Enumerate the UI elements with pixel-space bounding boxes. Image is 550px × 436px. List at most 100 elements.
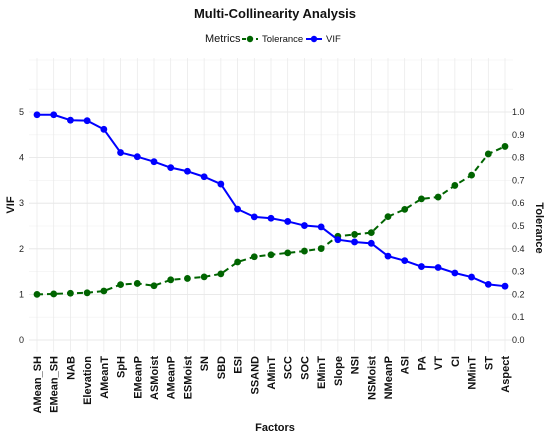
x-tick-label: Aspect [500, 356, 512, 393]
x-tick-label: ASI [400, 356, 412, 374]
x-tick-label: ESMoist [182, 356, 194, 400]
x-tick-label: SCC [283, 356, 295, 379]
point-vif [301, 222, 308, 229]
x-tick-label: AMean_SH [32, 356, 44, 414]
point-tolerance [384, 213, 392, 221]
point-tolerance [50, 290, 58, 298]
point-vif [367, 239, 375, 247]
legend-title: Metrics [205, 33, 241, 45]
point-tolerance [267, 251, 275, 259]
x-tick-label: AMeanP [166, 356, 178, 399]
point-tolerance [250, 253, 258, 261]
point-tolerance [468, 171, 475, 179]
x-tick-label: NMinT [467, 356, 479, 390]
point-vif [334, 236, 342, 244]
series-tolerance [33, 143, 509, 298]
x-tick-label: SpH [116, 356, 128, 378]
point-tolerance [33, 291, 41, 298]
point-tolerance [200, 273, 208, 281]
point-vif [351, 238, 358, 246]
right-tick-label: 0.4 [512, 244, 525, 254]
legend: Metrics Tolerance VIF [205, 33, 341, 45]
point-vif [200, 173, 208, 181]
x-tick-label: ASMoist [149, 356, 161, 400]
x-tick-label: SBD [216, 356, 228, 379]
point-vif [167, 164, 175, 172]
series-vif [33, 111, 509, 290]
x-tick-label: AMeanT [99, 356, 111, 399]
left-tick-label: 5 [19, 107, 24, 117]
y-axis-right-title: Tolerance [533, 202, 545, 253]
chart-title: Multi-Collinearity Analysis [194, 6, 356, 21]
point-vif [250, 213, 258, 221]
x-tick-label: Elevation [82, 356, 94, 405]
legend-label-tolerance: Tolerance [262, 34, 303, 45]
x-tick-label: SSAND [249, 356, 261, 395]
point-vif [100, 125, 108, 133]
right-tick-label: 0.7 [512, 175, 525, 185]
x-tick-label: VT [433, 356, 445, 370]
point-vif [184, 167, 191, 175]
x-tick-label: PA [416, 356, 428, 371]
point-vif [50, 111, 58, 119]
point-tolerance [100, 287, 108, 295]
point-tolerance [167, 276, 175, 284]
point-vif [150, 158, 158, 166]
grid [29, 58, 513, 352]
x-tick-label: NAB [65, 356, 77, 380]
x-tick-label: NSI [350, 356, 362, 374]
point-vif [117, 149, 124, 156]
left-tick-label: 2 [19, 244, 24, 254]
point-tolerance [317, 245, 325, 252]
right-tick-label: 0.0 [512, 335, 525, 345]
legend-label-vif: VIF [326, 34, 341, 45]
point-tolerance [451, 182, 459, 189]
point-tolerance [301, 247, 308, 255]
left-tick-label: 0 [19, 335, 24, 345]
point-tolerance [484, 150, 492, 158]
x-tick-label: NSMoist [366, 356, 378, 400]
point-tolerance [133, 280, 141, 287]
point-vif [83, 117, 91, 125]
right-tick-label: 0.2 [512, 289, 525, 299]
x-tick-label: EMinT [316, 356, 328, 389]
point-vif [317, 223, 325, 231]
point-tolerance [217, 270, 225, 278]
x-axis-title: Factors [255, 422, 295, 434]
x-tick-label: SOC [299, 356, 311, 380]
right-axis-ticks: 0.0 0.1 0.2 0.3 0.4 0.5 0.6 0.7 0.8 0.9 1.0 [512, 107, 525, 345]
x-tick-label: AMinT [266, 356, 278, 390]
left-axis-ticks: 0 1 2 3 4 5 [19, 107, 24, 345]
right-tick-label: 0.6 [512, 198, 525, 208]
point-vif [33, 111, 41, 119]
point-vif [133, 153, 141, 161]
point-vif [284, 218, 292, 225]
x-tick-label: EMean_SH [49, 356, 61, 413]
right-tick-label: 0.8 [512, 153, 525, 163]
point-tolerance [351, 231, 358, 238]
right-tick-label: 0.9 [512, 130, 525, 140]
left-tick-label: 4 [19, 153, 24, 163]
point-vif [217, 180, 225, 188]
x-tick-label: NMeanP [383, 356, 395, 399]
y-axis-left-title: VIF [5, 196, 17, 213]
point-tolerance [234, 258, 241, 266]
point-tolerance [284, 249, 292, 257]
point-tolerance [150, 282, 158, 290]
point-vif [451, 269, 459, 277]
x-tick-label: ST [483, 356, 495, 370]
point-tolerance [117, 281, 124, 288]
right-tick-label: 0.1 [512, 312, 525, 322]
legend-swatch-tolerance-marker [246, 35, 254, 43]
point-vif [418, 263, 425, 270]
point-tolerance [434, 193, 442, 201]
point-vif [384, 252, 392, 260]
x-tick-label: EMeanP [132, 356, 144, 399]
x-tick-label: CI [450, 356, 462, 367]
point-vif [267, 214, 275, 222]
point-tolerance [418, 195, 425, 203]
right-tick-label: 0.5 [512, 221, 525, 231]
point-vif [484, 280, 492, 288]
